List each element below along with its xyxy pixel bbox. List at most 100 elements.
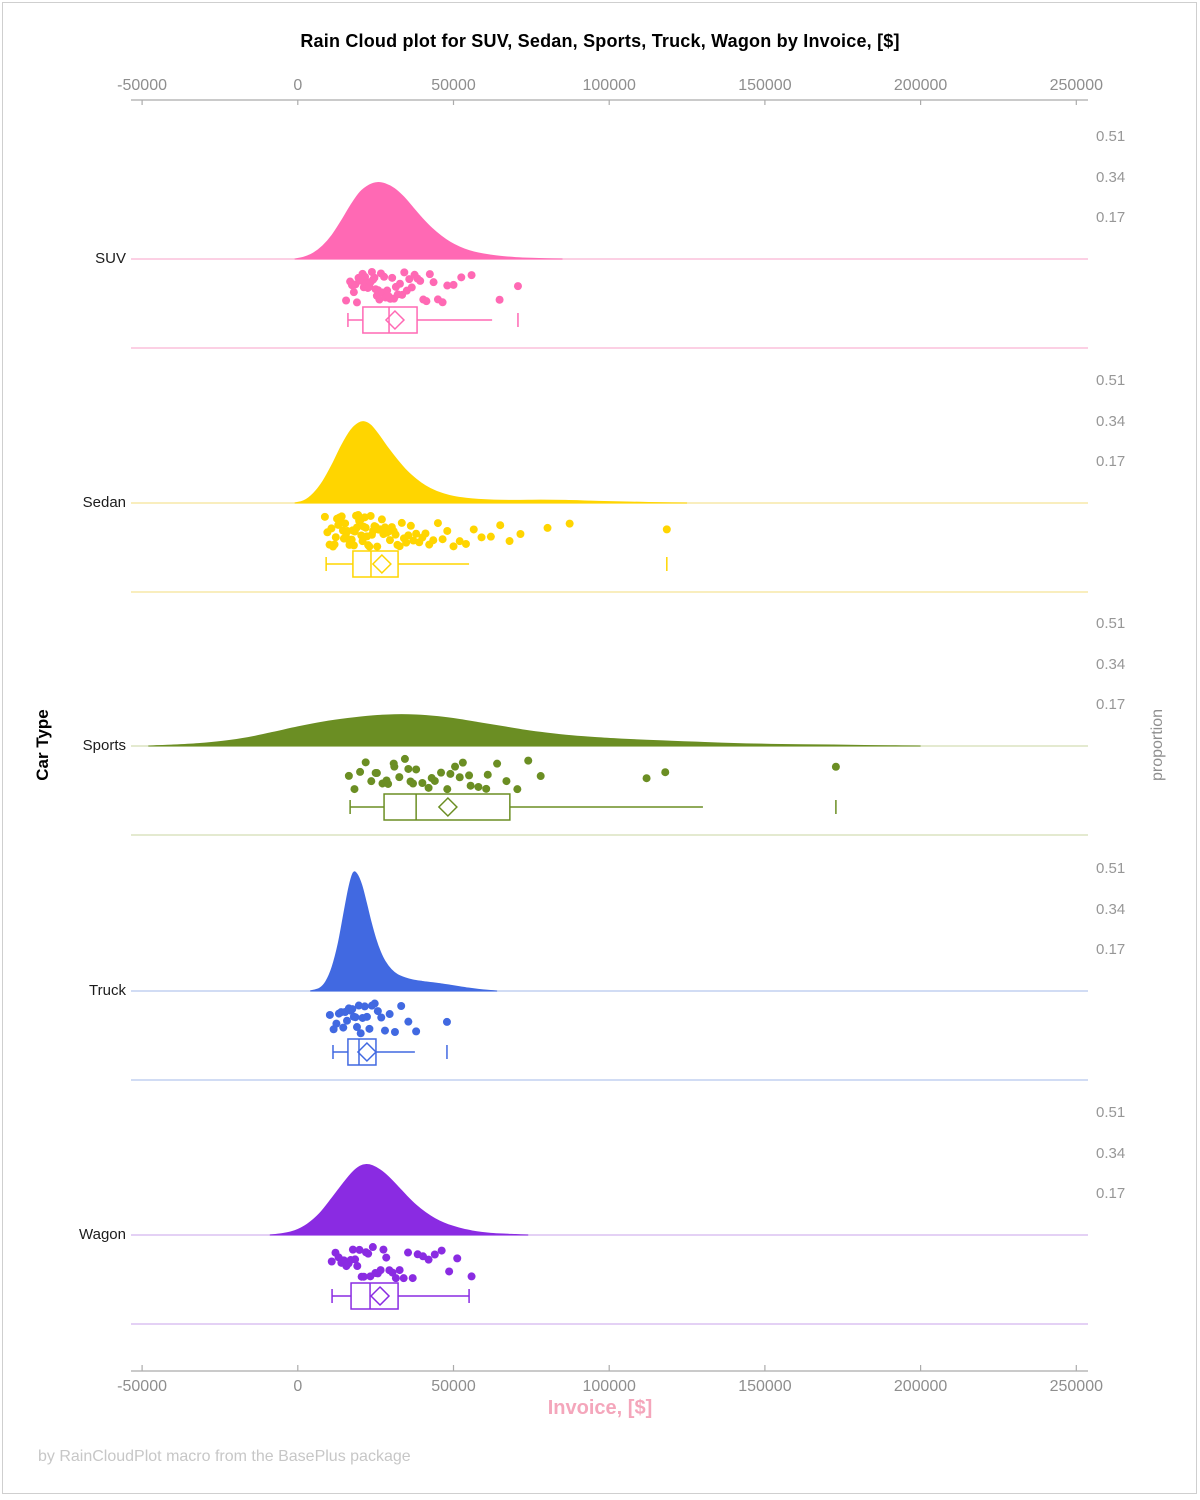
x-axis-top-tick-label: 150000 <box>738 77 792 94</box>
box <box>347 1038 377 1066</box>
rain-point <box>342 296 351 305</box>
rain-point <box>474 782 483 791</box>
rain-point <box>493 759 502 768</box>
proportion-tick-label: 0.51 <box>1096 1104 1126 1122</box>
proportion-tick-label: 0.51 <box>1096 615 1126 633</box>
box <box>362 306 418 334</box>
rain-point <box>424 783 433 792</box>
box-plot <box>349 793 837 821</box>
rain-point <box>380 1026 389 1035</box>
rain-point <box>404 1017 413 1026</box>
x-axis-bottom-tick-label: 200000 <box>893 1378 948 1395</box>
panel-wagon <box>131 1164 1088 1325</box>
rain-point <box>361 758 370 767</box>
rain-point <box>443 785 452 794</box>
rain-point <box>429 536 438 545</box>
rain-point <box>425 270 434 279</box>
rain-point <box>400 754 409 763</box>
rain-point <box>350 785 359 794</box>
rain-point <box>449 280 458 289</box>
rain-point <box>348 1245 357 1254</box>
rain-point <box>543 523 552 532</box>
rain-point <box>388 273 397 282</box>
rain-point <box>382 1253 391 1262</box>
rain-point <box>427 774 436 783</box>
box-plot <box>347 306 519 334</box>
rain-points <box>325 999 451 1038</box>
category-label-truck: Truck <box>89 982 126 999</box>
rain-point <box>373 542 382 551</box>
rain-point <box>361 523 370 532</box>
proportion-tick-label: 0.17 <box>1096 453 1126 471</box>
rain-point <box>343 1016 352 1025</box>
x-axis-bottom-tick-label: 0 <box>293 1378 303 1395</box>
x-axis-top-tick-label: 0 <box>293 77 303 94</box>
rain-point <box>368 1243 377 1252</box>
rain-point <box>412 529 421 538</box>
rain-point <box>536 772 545 781</box>
rain-point <box>449 542 458 551</box>
rain-point <box>407 283 416 292</box>
rain-point <box>364 1249 373 1258</box>
x-axis-label: Invoice, [$] <box>547 1397 653 1419</box>
rain-point <box>349 288 358 297</box>
x-axis-top-tick-label: 200000 <box>893 77 948 94</box>
rain-point <box>359 1272 368 1281</box>
rain-point <box>397 1002 406 1011</box>
rain-point <box>351 1255 360 1264</box>
rain-point <box>524 756 533 765</box>
density-curve <box>148 714 921 747</box>
rain-point <box>513 785 522 794</box>
box-plot <box>331 1282 470 1310</box>
rain-point <box>405 275 414 284</box>
rain-point <box>455 537 464 546</box>
category-label-suv: SUV <box>95 250 126 267</box>
rain-point <box>349 541 358 550</box>
proportion-tick-label: 0.17 <box>1096 209 1126 227</box>
rain-point <box>404 1248 413 1257</box>
mean-diamond <box>371 553 392 575</box>
rain-point <box>370 999 379 1008</box>
rain-point <box>416 276 425 285</box>
axes <box>131 99 1088 1372</box>
rain-point <box>443 281 452 290</box>
rain-points <box>327 1243 476 1283</box>
rain-points <box>342 268 522 307</box>
rain-point <box>409 779 418 788</box>
x-axis-bottom-tick-label: 150000 <box>738 1378 792 1395</box>
rain-point <box>458 758 467 767</box>
proportion-tick-label: 0.51 <box>1096 372 1126 390</box>
rain-point <box>451 762 460 771</box>
rain-point <box>469 525 478 534</box>
rain-point <box>331 533 340 542</box>
rain-point <box>467 271 476 280</box>
rain-point <box>382 776 391 785</box>
rain-point <box>399 1274 408 1283</box>
rain-point <box>516 529 525 538</box>
rain-point <box>391 530 400 539</box>
rain-point <box>831 762 840 771</box>
rain-point <box>377 1013 386 1022</box>
rain-point <box>376 1266 385 1275</box>
rain-point <box>662 525 671 534</box>
rain-point <box>341 519 350 528</box>
rain-point <box>377 515 386 524</box>
x-axis-top-tick-label: 250000 <box>1049 77 1103 94</box>
mean-diamond <box>384 309 406 331</box>
rain-point <box>477 533 486 542</box>
y-axis-label-right: proportion <box>1149 708 1166 782</box>
density-curve <box>310 871 498 992</box>
mean-diamond <box>356 1041 377 1063</box>
rain-point <box>443 526 452 535</box>
rain-point <box>406 521 415 530</box>
rain-point <box>486 532 495 541</box>
rain-point <box>445 1267 454 1276</box>
footer-credit: by RainCloudPlot macro from the BasePlus… <box>38 1448 411 1465</box>
rain-point <box>348 1005 357 1014</box>
rain-point <box>412 765 421 774</box>
x-axis-top-tick-label: -50000 <box>117 77 168 94</box>
rain-point <box>367 777 376 786</box>
rain-point <box>330 540 339 549</box>
rain-point <box>505 537 514 546</box>
proportion-tick-label: 0.17 <box>1096 696 1126 714</box>
